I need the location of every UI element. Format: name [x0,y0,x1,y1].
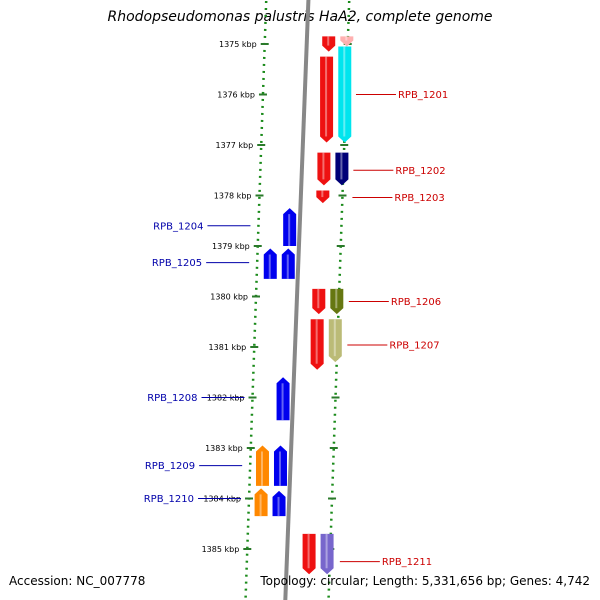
gene-label: RPB_1202 [395,166,445,177]
gene-label: RPB_1201 [398,90,448,101]
scale-tick-label: 1376 kbp [217,91,255,100]
topology-text: Topology: circular; Length: 5,331,656 bp… [260,574,590,588]
gene-label: RPB_1209 [145,461,195,472]
gene-label: RPB_1205 [152,258,202,269]
gene-arrow-highlight [278,451,281,486]
scale-tick-label: 1385 kbp [202,545,240,554]
scale-tick-label: 1377 kbp [216,141,254,150]
gene-arrow-highlight [322,152,325,180]
left-dotted-track [244,0,268,600]
gene-arrow-highlight [335,288,338,309]
gene-arrow-highlight [340,152,343,180]
gene-arrow-highlight [325,56,328,137]
gene-label: RPB_1203 [394,193,444,204]
scale-tick-label: 1380 kbp [210,293,248,302]
scale-tick-label: 1383 kbp [205,444,243,453]
accession-text: Accession: NC_007778 [9,574,146,588]
gene-arrow-highlight [325,533,328,569]
gene-arrow-highlight [333,319,336,357]
scale-tick-label: 1381 kbp [209,343,247,352]
gene-arrow-highlight [286,254,289,279]
gene-label: RPB_1206 [391,297,441,308]
gene-arrow-highlight [327,36,330,46]
gene-arrow-highlight [288,214,291,246]
gene-arrow-highlight [307,533,310,569]
gene-label: RPB_1211 [382,557,432,568]
gene-arrow-highlight [260,451,263,486]
gene-label: RPB_1204 [153,221,203,232]
scale-tick-label: 1375 kbp [219,40,257,49]
gene-arrow [340,36,354,47]
gene-label: RPB_1210 [144,494,194,505]
gene-arrow-highlight [281,383,284,421]
scale-tick-label: 1379 kbp [212,242,250,251]
scale-tick-label: 1378 kbp [214,192,252,201]
gene-label: RPB_1207 [389,340,439,351]
gene-arrow-highlight [277,496,280,517]
gene-arrow-highlight [268,254,271,279]
page-title: Rhodopseudomonas palustris HaA2, complet… [107,9,493,25]
gene-label: RPB_1208 [147,393,197,404]
genome-backbone-line [283,0,311,600]
gene-arrow-highlight [345,36,348,41]
gene-arrow-highlight [343,46,346,137]
gene-arrow-highlight [317,288,320,309]
gene-arrow-highlight [315,319,318,364]
gene-arrow-highlight [259,494,262,517]
gene-arrow-highlight [321,190,324,198]
